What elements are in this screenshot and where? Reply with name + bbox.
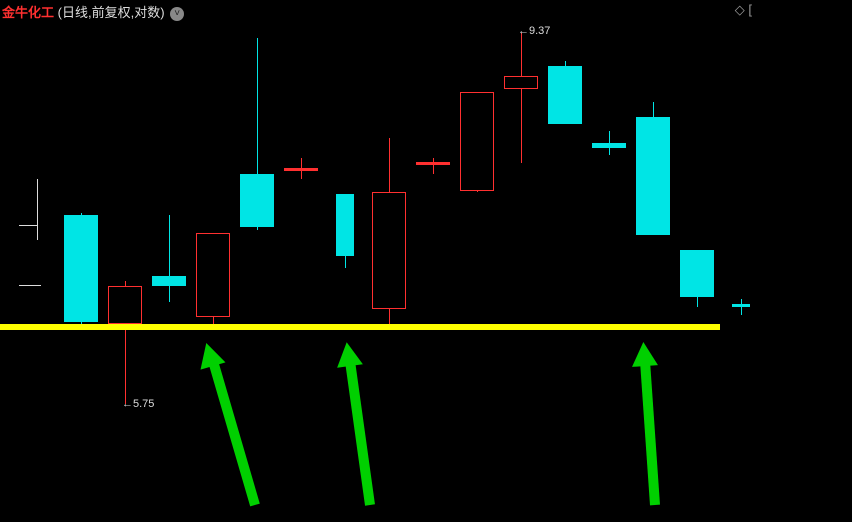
candle-body: [416, 162, 450, 165]
candle-body: [372, 192, 406, 309]
close-tick: [19, 285, 41, 286]
candle-wick: [521, 33, 522, 163]
candlestick-chart: ←9.37 ←5.75: [0, 0, 852, 522]
candle-wick: [433, 158, 434, 173]
candle-body: [504, 76, 538, 88]
candle-wick: [169, 215, 170, 302]
high-price-label: ←9.37: [518, 25, 550, 37]
candle-body: [592, 143, 626, 148]
annotation-arrow-head: [630, 341, 658, 367]
annotation-arrow: [345, 360, 375, 505]
chart-container: 金牛化工 (日线,前复权,对数) ˅ ◇ [ ←9.37←5.75: [0, 0, 852, 522]
price-tick-bar: [37, 179, 38, 240]
annotation-arrow-head: [334, 340, 363, 367]
candle-body: [636, 117, 670, 235]
annotation-arrow-head: [194, 339, 226, 369]
open-tick: [19, 225, 37, 226]
candle-body: [64, 215, 98, 323]
candle-body: [548, 66, 582, 124]
candle-body: [240, 174, 274, 227]
candle-wick: [741, 299, 742, 315]
candle-body: [152, 276, 186, 286]
candle-body: [336, 194, 355, 255]
candle-body: [460, 92, 494, 191]
low-price-label: ←5.75: [122, 398, 154, 410]
candle-body: [196, 233, 230, 317]
candle-body: [108, 286, 142, 324]
annotation-arrow: [208, 360, 260, 507]
candle-body: [680, 250, 714, 296]
annotation-arrow: [640, 361, 660, 506]
candle-body: [284, 168, 318, 171]
candle-body: [732, 304, 751, 307]
support-line: [0, 324, 720, 330]
